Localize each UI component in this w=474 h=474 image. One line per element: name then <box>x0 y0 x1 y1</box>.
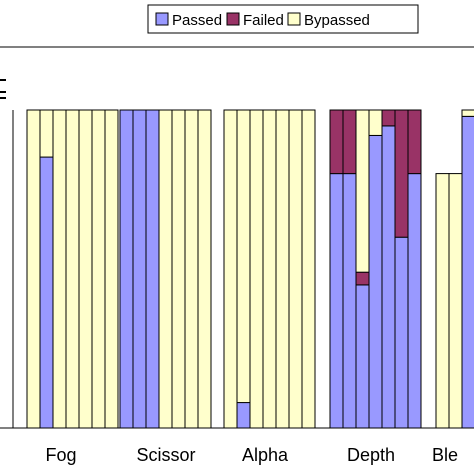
legend-swatch-bypassed <box>287 12 301 26</box>
bar-segment-passed <box>39 156 54 429</box>
group-label: Ble <box>432 445 458 465</box>
bar-segment-bypassed <box>236 109 251 404</box>
group-label: Fog <box>45 445 76 465</box>
bar-segment-passed <box>461 115 474 429</box>
bar-segment-bypassed <box>275 109 290 429</box>
bar-segment-bypassed <box>39 109 54 158</box>
bar-segment-bypassed <box>301 109 316 429</box>
group-label: Scissor <box>136 445 195 465</box>
bar-segment-bypassed <box>262 109 277 429</box>
bar-segment-failed <box>355 271 370 286</box>
bar-segment-bypassed <box>448 173 463 429</box>
bar-segment-passed <box>236 402 251 429</box>
bar-segment-passed <box>381 125 396 429</box>
bar-segment-failed <box>381 109 396 127</box>
group-label: Depth <box>347 445 395 465</box>
bar-segment-bypassed <box>288 109 303 429</box>
bar-segment-bypassed <box>52 109 67 429</box>
bar-segment-passed <box>342 173 357 429</box>
bar-segment-bypassed <box>171 109 186 429</box>
legend-label-bypassed: Bypassed <box>304 12 370 29</box>
bar-segment-passed <box>368 134 383 429</box>
bar-segment-failed <box>342 109 357 175</box>
legend-swatch-passed <box>155 12 169 26</box>
bar-segment-bypassed <box>197 109 212 429</box>
bar-segment-bypassed <box>184 109 199 429</box>
bar-segment-bypassed <box>104 109 119 429</box>
bar-segment-bypassed <box>355 109 370 273</box>
bars-layer <box>26 109 474 429</box>
bar-segment-failed <box>394 109 409 238</box>
axis-layer <box>0 79 474 429</box>
bar-segment-passed <box>355 284 370 429</box>
bar-segment-bypassed <box>65 109 80 429</box>
bar-segment-failed <box>329 109 344 175</box>
bar-segment-bypassed <box>435 173 450 429</box>
bar-segment-bypassed <box>78 109 93 429</box>
bar-segment-passed <box>145 109 160 429</box>
bar-segment-passed <box>407 173 422 429</box>
bar-segment-bypassed <box>368 109 383 136</box>
legend-swatch-failed <box>226 12 240 26</box>
bar-segment-bypassed <box>26 109 41 429</box>
bar-segment-passed <box>119 109 134 429</box>
bar-segment-failed <box>407 109 422 175</box>
legend-label-failed: Failed <box>243 12 284 29</box>
legend-label-passed: Passed <box>172 12 222 29</box>
bar-segment-bypassed <box>91 109 106 429</box>
bar-segment-bypassed <box>223 109 238 429</box>
bar-segment-passed <box>394 236 409 429</box>
legend-box <box>147 4 419 34</box>
bar-segment-bypassed <box>158 109 173 429</box>
bar-segment-passed <box>132 109 147 429</box>
group-labels: Fog Scissor Alpha Depth Ble <box>45 445 458 465</box>
legend: Passed Failed Bypassed <box>147 4 419 34</box>
bar-segment-passed <box>329 173 344 429</box>
bar-segment-bypassed <box>249 109 264 429</box>
group-label: Alpha <box>242 445 289 465</box>
bar-segment-bypassed <box>461 109 474 117</box>
